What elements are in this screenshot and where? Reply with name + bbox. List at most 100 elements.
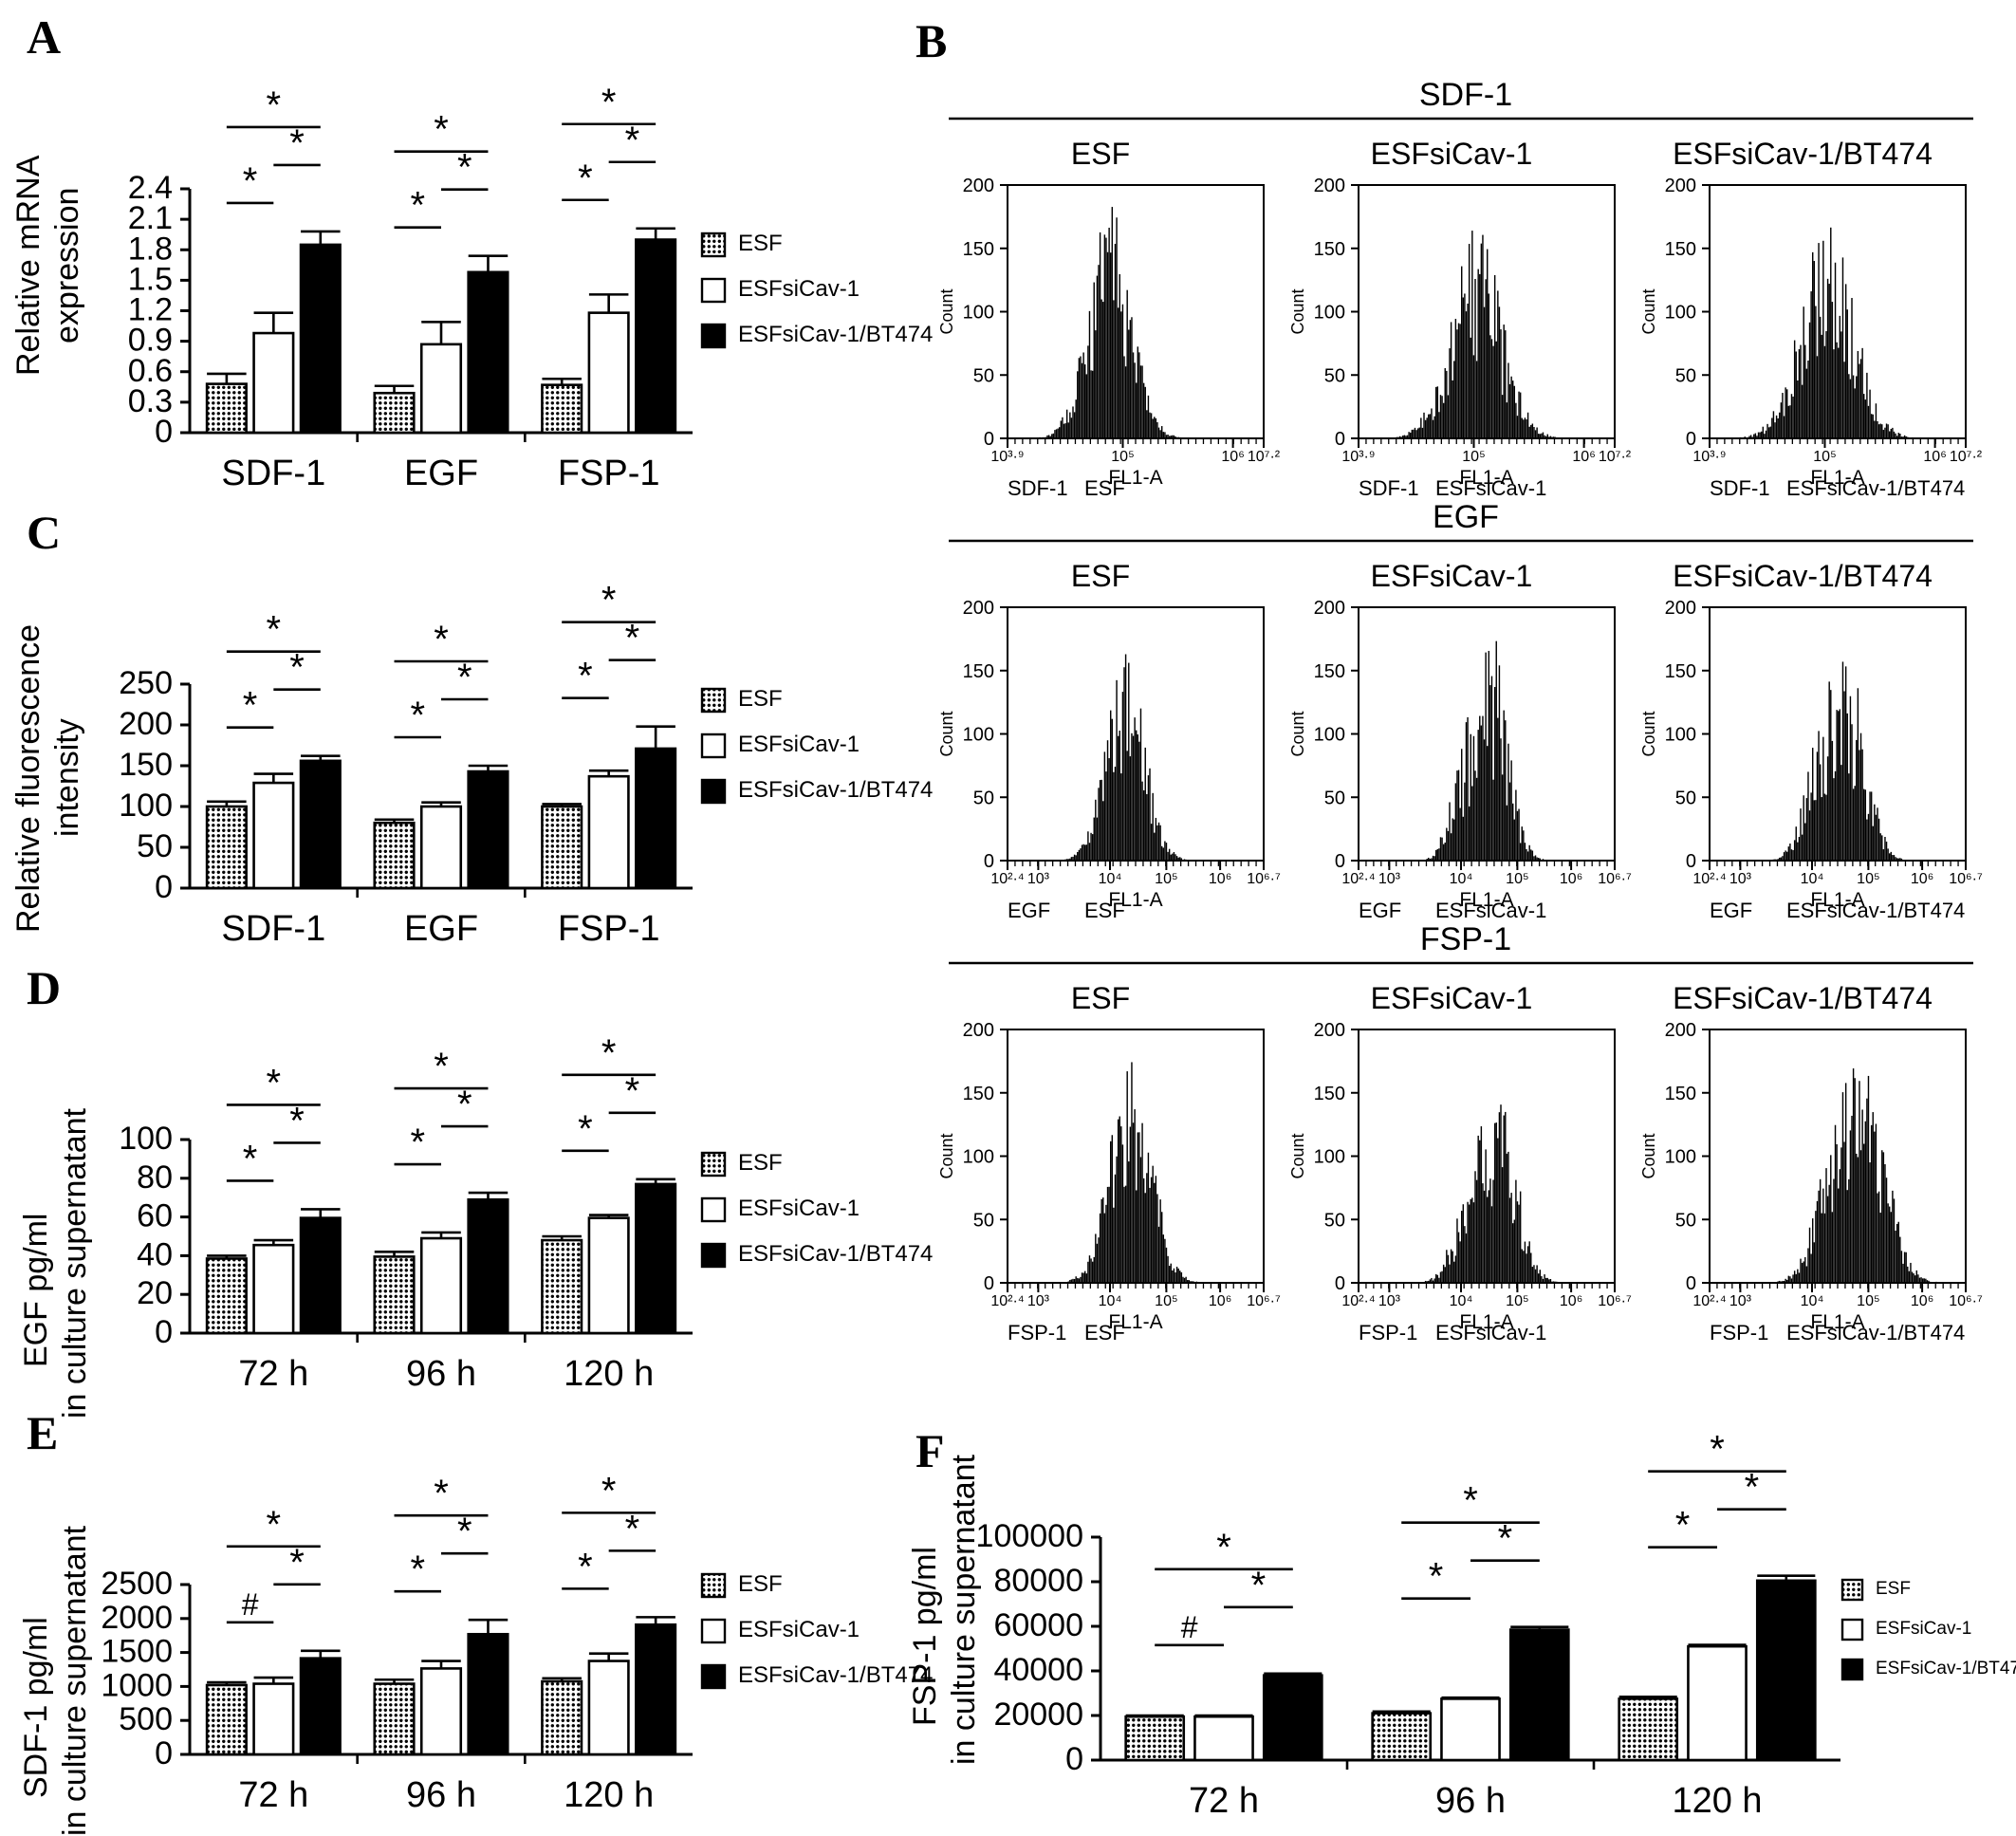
svg-text:SDF-1: SDF-1 [1359, 476, 1419, 500]
svg-text:10³·⁹: 10³·⁹ [990, 449, 1024, 465]
svg-text:#: # [242, 1587, 259, 1622]
svg-text:0: 0 [1065, 1741, 1083, 1777]
svg-text:*: * [434, 109, 449, 151]
svg-text:10⁵: 10⁵ [1857, 1293, 1879, 1309]
svg-text:*: * [457, 1511, 472, 1552]
svg-text:200: 200 [963, 1020, 994, 1041]
svg-text:0: 0 [984, 429, 994, 450]
svg-text:ESF: ESF [1071, 559, 1130, 593]
svg-text:120 h: 120 h [564, 1354, 654, 1394]
svg-text:*: * [267, 84, 282, 126]
svg-text:*: * [625, 1070, 640, 1112]
svg-text:10⁶·⁷: 10⁶·⁷ [1247, 1293, 1281, 1309]
svg-text:200: 200 [1665, 176, 1696, 196]
svg-text:Count: Count [937, 288, 956, 334]
svg-text:FSP-1: FSP-1 [1710, 1321, 1768, 1345]
svg-text:*: * [578, 656, 593, 697]
svg-text:50: 50 [973, 788, 994, 808]
svg-text:10³: 10³ [1729, 1293, 1752, 1309]
svg-text:ESFsiCav-1: ESFsiCav-1 [1435, 476, 1546, 500]
svg-text:100: 100 [1665, 303, 1696, 324]
svg-text:10²·⁴: 10²·⁴ [1692, 871, 1726, 887]
svg-text:10²·⁴: 10²·⁴ [1341, 1293, 1375, 1309]
svg-text:0: 0 [1686, 1273, 1696, 1294]
svg-text:ESFsiCav-1: ESFsiCav-1 [1876, 1619, 1971, 1639]
svg-text:10⁶: 10⁶ [1221, 449, 1244, 465]
svg-text:ESFsiCav-1: ESFsiCav-1 [738, 732, 860, 757]
svg-text:ESF: ESF [1084, 899, 1125, 922]
svg-text:*: * [289, 1542, 305, 1584]
svg-text:40000: 40000 [993, 1652, 1083, 1688]
svg-text:Count: Count [937, 711, 956, 756]
svg-text:10⁶: 10⁶ [1209, 1293, 1231, 1309]
svg-text:0: 0 [155, 1314, 173, 1350]
svg-text:ESF: ESF [1071, 137, 1130, 171]
svg-text:250: 250 [119, 665, 173, 701]
svg-text:10⁵: 10⁵ [1111, 449, 1134, 465]
svg-text:150: 150 [963, 661, 994, 682]
svg-text:10⁵: 10⁵ [1155, 871, 1177, 887]
svg-text:200: 200 [1314, 176, 1345, 196]
svg-text:10⁴: 10⁴ [1099, 1293, 1122, 1309]
svg-text:50: 50 [137, 828, 173, 864]
svg-text:80: 80 [137, 1159, 173, 1196]
svg-text:*: * [457, 1084, 472, 1125]
svg-text:10³: 10³ [1027, 1293, 1050, 1309]
svg-text:150: 150 [119, 747, 173, 783]
svg-text:10⁶·⁷: 10⁶·⁷ [1598, 871, 1632, 887]
svg-text:2000: 2000 [101, 1600, 173, 1636]
svg-text:20: 20 [137, 1275, 173, 1311]
svg-text:0: 0 [155, 869, 173, 905]
svg-text:96 h: 96 h [406, 1354, 476, 1394]
svg-text:*: * [267, 609, 282, 651]
svg-text:50: 50 [1675, 365, 1696, 386]
svg-text:50: 50 [1675, 788, 1696, 808]
svg-text:ESFsiCav-1/BT474: ESFsiCav-1/BT474 [1786, 899, 1965, 922]
svg-text:ESFsiCav-1/BT474: ESFsiCav-1/BT474 [1786, 1321, 1965, 1345]
svg-text:*: * [578, 1546, 593, 1587]
svg-text:10⁶: 10⁶ [1911, 1293, 1933, 1309]
svg-text:2.4: 2.4 [128, 170, 173, 206]
svg-text:10⁴: 10⁴ [1801, 1293, 1824, 1309]
svg-text:FSP-1: FSP-1 [1008, 1321, 1066, 1345]
svg-text:*: * [625, 1508, 640, 1549]
svg-text:10⁵: 10⁵ [1462, 449, 1485, 465]
svg-text:FSP-1: FSP-1 [558, 454, 660, 493]
svg-text:ESFsiCav-1: ESFsiCav-1 [1371, 137, 1533, 171]
svg-text:*: * [410, 1122, 425, 1163]
svg-text:*: * [289, 1100, 305, 1141]
svg-text:50: 50 [1324, 1210, 1345, 1231]
svg-text:50: 50 [973, 365, 994, 386]
svg-text:10⁴: 10⁴ [1450, 871, 1473, 887]
svg-text:96 h: 96 h [406, 1775, 476, 1815]
svg-text:72 h: 72 h [238, 1354, 308, 1394]
svg-text:0: 0 [1686, 851, 1696, 872]
svg-text:ESF: ESF [1084, 476, 1125, 500]
svg-text:FSP-1: FSP-1 [558, 909, 660, 949]
svg-text:Count: Count [937, 1133, 956, 1178]
svg-text:*: * [289, 647, 305, 689]
svg-text:ESF: ESF [738, 1150, 783, 1176]
svg-text:Count: Count [1639, 711, 1658, 756]
svg-text:ESF: ESF [738, 231, 783, 256]
svg-text:40: 40 [137, 1236, 173, 1272]
svg-text:*: * [601, 82, 617, 123]
svg-text:ESFsiCav-1/BT474: ESFsiCav-1/BT474 [1673, 137, 1933, 171]
svg-text:50: 50 [973, 1210, 994, 1231]
svg-text:Count: Count [1288, 288, 1307, 334]
svg-text:*: * [267, 1062, 282, 1103]
svg-text:ESFsiCav-1/BT474: ESFsiCav-1/BT474 [1786, 476, 1965, 500]
svg-text:10³: 10³ [1027, 871, 1050, 887]
svg-text:Count: Count [1288, 711, 1307, 756]
svg-text:EGF: EGF [1008, 899, 1050, 922]
svg-text:0: 0 [1686, 429, 1696, 450]
svg-text:10³·⁹: 10³·⁹ [1692, 449, 1726, 465]
svg-text:200: 200 [963, 598, 994, 619]
svg-text:150: 150 [1665, 1084, 1696, 1104]
svg-text:ESF: ESF [1084, 1321, 1125, 1345]
svg-text:*: * [434, 619, 449, 660]
svg-text:*: * [578, 158, 593, 199]
svg-text:10²·⁴: 10²·⁴ [1341, 871, 1375, 887]
svg-text:*: * [601, 580, 617, 621]
svg-text:100: 100 [1314, 1147, 1345, 1168]
